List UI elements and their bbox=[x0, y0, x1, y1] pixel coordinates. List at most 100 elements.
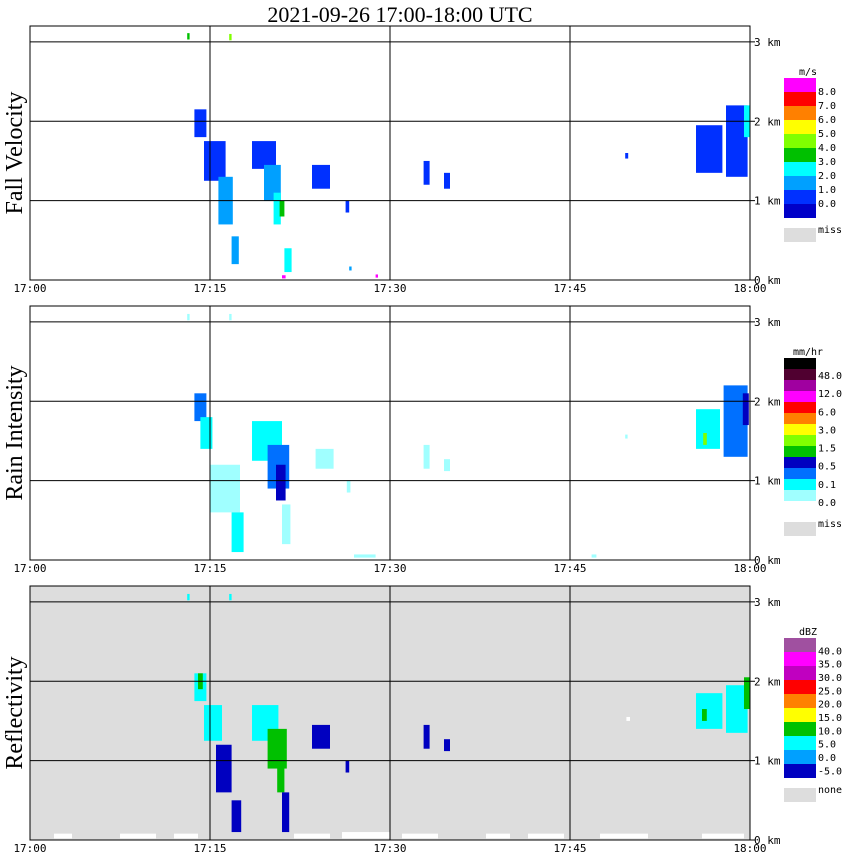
legend-swatch bbox=[784, 694, 816, 708]
echo-cell bbox=[231, 236, 239, 265]
legend-swatch bbox=[784, 148, 816, 162]
echo-cell bbox=[204, 705, 222, 741]
legend-label: 3.0 bbox=[818, 157, 836, 168]
legend-swatch bbox=[784, 666, 816, 680]
x-tick-label: 18:00 bbox=[733, 282, 766, 295]
echo-cell bbox=[444, 739, 450, 752]
x-tick-label: 17:00 bbox=[13, 842, 46, 855]
legend-label: 35.0 bbox=[818, 660, 842, 671]
legend-label: 40.0 bbox=[818, 646, 842, 657]
echo-cell bbox=[284, 248, 292, 273]
y-tick-label: 0 km bbox=[754, 274, 781, 287]
x-tick-label: 17:15 bbox=[193, 562, 226, 575]
x-tick-label: 18:00 bbox=[733, 562, 766, 575]
legend-label: 6.0 bbox=[818, 115, 836, 126]
legend-miss-label: miss bbox=[818, 519, 842, 530]
echo-cell bbox=[187, 593, 190, 601]
legend-label: 25.0 bbox=[818, 686, 842, 697]
x-tick-label: 17:00 bbox=[13, 562, 46, 575]
legend-unit: dBZ bbox=[799, 627, 817, 638]
legend-label: 0.0 bbox=[818, 753, 836, 764]
y-tick-label: 0 km bbox=[754, 834, 781, 847]
legend-label: 8.0 bbox=[818, 87, 836, 98]
legend-swatch bbox=[784, 479, 816, 490]
echo-cell bbox=[744, 677, 750, 710]
legend-swatch bbox=[784, 204, 816, 218]
y-tick-label: 2 km bbox=[754, 395, 781, 408]
echo-cell bbox=[423, 724, 430, 749]
echo-cell bbox=[423, 160, 430, 185]
echo-cell bbox=[528, 833, 564, 839]
legend-unit: m/s bbox=[799, 67, 817, 78]
legend-swatch bbox=[784, 134, 816, 148]
legend-swatch bbox=[784, 764, 816, 778]
legend-swatch bbox=[784, 501, 816, 512]
echo-cell bbox=[444, 172, 450, 189]
legend-label: 4.0 bbox=[818, 143, 836, 154]
legend-label: 2.0 bbox=[818, 171, 836, 182]
echo-cell bbox=[252, 141, 276, 169]
echo-cell bbox=[423, 444, 430, 469]
legend-swatch bbox=[784, 680, 816, 694]
legend-swatch bbox=[784, 78, 816, 92]
echo-cell bbox=[402, 833, 438, 839]
y-tick-label: 0 km bbox=[754, 554, 781, 567]
y-tick-label: 1 km bbox=[754, 755, 781, 768]
echo-cell bbox=[200, 417, 213, 449]
legend-label: 0.0 bbox=[818, 498, 836, 509]
legend-label: 6.0 bbox=[818, 407, 836, 418]
echo-cell bbox=[444, 459, 450, 472]
x-tick-label: 17:30 bbox=[373, 842, 406, 855]
legend-label: -5.0 bbox=[818, 766, 842, 777]
echo-cell bbox=[210, 464, 240, 513]
legend-swatch bbox=[784, 120, 816, 134]
legend-label: 10.0 bbox=[818, 726, 842, 737]
color-legend: mm/hr 48.0 12.0 6.0 3.0 1.5 0.5 0.1 0.0 miss bbox=[784, 347, 842, 536]
y-tick-label: 2 km bbox=[754, 115, 781, 128]
legend-swatch bbox=[784, 92, 816, 106]
echo-cell bbox=[204, 141, 226, 181]
echo-cell bbox=[625, 434, 628, 439]
legend-label: 0.5 bbox=[818, 462, 836, 473]
echo-cell bbox=[696, 693, 723, 729]
legend-swatch bbox=[784, 380, 816, 391]
plot-frame bbox=[29, 305, 751, 561]
legend-swatch bbox=[784, 106, 816, 120]
panel-label: Rain Intensity bbox=[2, 365, 28, 500]
legend-swatch bbox=[784, 722, 816, 736]
legend-swatch bbox=[784, 652, 816, 666]
echo-cell bbox=[187, 313, 190, 321]
legend-label: 7.0 bbox=[818, 101, 836, 112]
chart-title: 2021-09-26 17:00-18:00 UTC bbox=[267, 2, 532, 27]
echo-cell bbox=[282, 275, 286, 279]
echo-cell bbox=[626, 716, 630, 721]
panel-0: 17:00 17:15 17:30 17:45 18:000 km 1 km 2 km 3 k… bbox=[2, 25, 842, 295]
legend-label: 5.0 bbox=[818, 129, 836, 140]
echo-cell bbox=[229, 313, 232, 321]
echo-cell bbox=[194, 109, 207, 138]
legend-swatch bbox=[784, 468, 816, 479]
echo-cell bbox=[273, 192, 281, 225]
y-tick-label: 3 km bbox=[754, 316, 781, 329]
panel-1: 17:00 17:15 17:30 17:45 18:000 km 1 km 2 km 3 k… bbox=[2, 305, 842, 575]
echo-cell bbox=[229, 593, 232, 601]
legend-label: 12.0 bbox=[818, 389, 842, 400]
x-tick-label: 18:00 bbox=[733, 842, 766, 855]
legend-miss-swatch bbox=[784, 522, 816, 536]
legend-swatch bbox=[784, 391, 816, 402]
echo-cell bbox=[726, 685, 748, 733]
echo-cell bbox=[174, 833, 198, 839]
legend-swatch bbox=[784, 708, 816, 722]
legend-swatch bbox=[784, 457, 816, 468]
echo-cell bbox=[354, 554, 376, 558]
legend-label: 5.0 bbox=[818, 740, 836, 751]
legend-miss-swatch bbox=[784, 788, 816, 802]
echo-cell bbox=[742, 393, 749, 426]
echo-cell bbox=[342, 832, 390, 839]
legend-label: 3.0 bbox=[818, 425, 836, 436]
panel-2: 17:00 17:15 17:30 17:45 18:000 km 1 km 2 km 3 k… bbox=[2, 585, 842, 855]
legend-label: 30.0 bbox=[818, 673, 842, 684]
echo-cell bbox=[600, 833, 648, 839]
